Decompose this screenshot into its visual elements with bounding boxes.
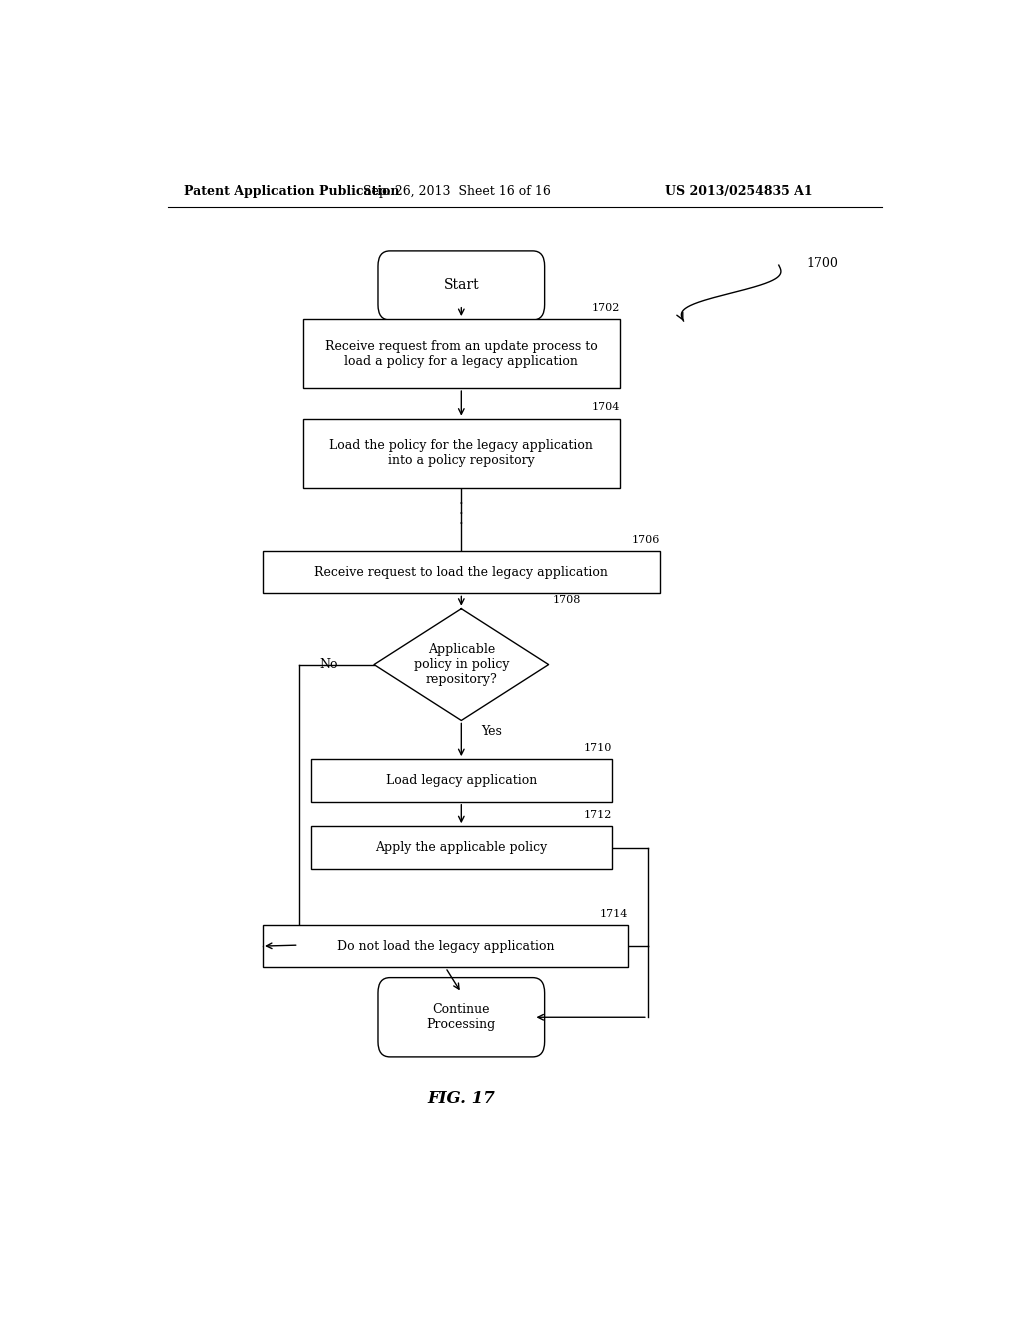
Bar [263, 925, 628, 968]
Text: Continue
Processing: Continue Processing [427, 1003, 496, 1031]
Text: 1700: 1700 [807, 256, 839, 269]
Text: Receive request from an update process to
load a policy for a legacy application: Receive request from an update process t… [325, 339, 598, 367]
Text: Load legacy application: Load legacy application [386, 774, 537, 787]
Text: ·: · [459, 517, 464, 532]
Text: Patent Application Publication: Patent Application Publication [183, 185, 399, 198]
Text: Receive request to load the legacy application: Receive request to load the legacy appli… [314, 565, 608, 578]
Text: FIG. 17: FIG. 17 [427, 1090, 496, 1107]
Text: US 2013/0254835 A1: US 2013/0254835 A1 [666, 185, 813, 198]
Text: ·: · [459, 496, 464, 511]
Bar [303, 418, 621, 487]
Text: No: No [319, 659, 338, 671]
FancyBboxPatch shape [378, 978, 545, 1057]
FancyBboxPatch shape [378, 251, 545, 319]
Text: Apply the applicable policy: Apply the applicable policy [375, 841, 548, 854]
Text: Load the policy for the legacy application
into a policy repository: Load the policy for the legacy applicati… [330, 440, 593, 467]
Bar [303, 319, 621, 388]
Text: 1712: 1712 [584, 810, 612, 820]
Text: Start: Start [443, 279, 479, 293]
Text: Sep. 26, 2013  Sheet 16 of 16: Sep. 26, 2013 Sheet 16 of 16 [364, 185, 551, 198]
Bar [310, 826, 612, 869]
Text: Yes: Yes [481, 725, 502, 738]
Text: Applicable
policy in policy
repository?: Applicable policy in policy repository? [414, 643, 509, 686]
Text: 1714: 1714 [600, 908, 628, 919]
Text: 1706: 1706 [632, 535, 659, 545]
Text: 1708: 1708 [553, 594, 581, 605]
Text: 1710: 1710 [584, 743, 612, 752]
Text: 1704: 1704 [592, 403, 620, 412]
Bar [263, 550, 659, 594]
Text: ·: · [459, 507, 464, 521]
Text: Do not load the legacy application: Do not load the legacy application [337, 940, 554, 953]
Bar [310, 759, 612, 801]
Text: 1702: 1702 [592, 302, 620, 313]
